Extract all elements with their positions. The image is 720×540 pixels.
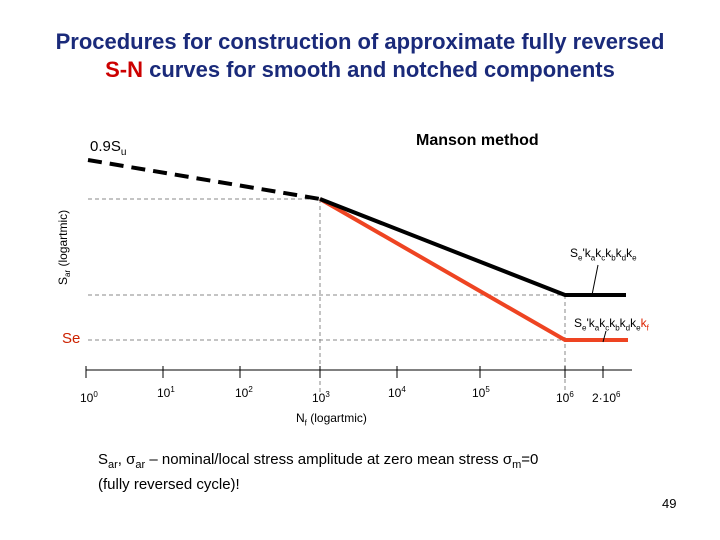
label-part: 'k: [582, 246, 591, 260]
label-part: k: [609, 316, 616, 330]
label-part: e: [636, 323, 641, 333]
x-tick-label: 105: [472, 385, 490, 400]
label-part: ,: [117, 451, 127, 468]
label-part: ar: [135, 459, 146, 471]
label-part: σ: [502, 451, 513, 468]
x-tick-label: 103: [312, 390, 330, 405]
x-tick-label: 100: [80, 390, 98, 405]
x-tick-label: 2·106: [592, 390, 621, 405]
x-tick-label: 104: [388, 385, 406, 400]
label-part: S: [98, 451, 109, 468]
notched-curve: [319, 197, 628, 342]
label-part: m: [512, 459, 522, 471]
label-part: S: [570, 246, 579, 260]
manson-method-label: Manson method: [416, 132, 539, 149]
label-part: k: [630, 316, 637, 330]
title-line-2: S-N curves for smooth and notched compon…: [0, 56, 720, 84]
x-tick-label: 101: [157, 385, 175, 400]
label-part: b: [611, 253, 616, 263]
x-axis-label: Nf (logartmic): [296, 411, 367, 427]
notched-label-leader: [602, 330, 607, 343]
endurance-limit-label: Se: [62, 330, 81, 347]
label-part: d: [621, 253, 627, 263]
smooth-label-leader: [591, 264, 599, 296]
label-part: k: [599, 316, 606, 330]
y-axis-label-sub: ar: [63, 270, 72, 277]
title-line-2-rest: curves for smooth and notched components: [143, 57, 615, 82]
low-cycle-dashed-segment: [87, 158, 321, 201]
y-axis-label-main: S: [56, 277, 70, 285]
y-axis-label: Sar (logartmic): [56, 210, 72, 285]
x-axis-ticks: [85, 366, 604, 378]
ultimate-strength-sub: u: [120, 147, 127, 158]
label-part: k: [595, 246, 602, 260]
title-line-1: Procedures for construction of approxima…: [55, 29, 665, 54]
title-sn-highlight: S-N: [105, 57, 144, 82]
label-part: f: [646, 323, 649, 333]
x-axis-label-sub: f: [304, 418, 307, 428]
label-part: k: [619, 316, 626, 330]
y-axis-label-rest: (logartmic): [56, 210, 70, 270]
guide-lines: [88, 198, 566, 395]
label-part: c: [601, 253, 606, 263]
label-part: S: [574, 316, 583, 330]
label-part: σ: [126, 451, 136, 468]
notched-curve-label: Se'kakckbkdkekf: [574, 316, 649, 332]
footnote: Sar, σar – nominal/local stress amplitud…: [98, 450, 538, 494]
slide-title: Procedures for construction of approxima…: [0, 28, 720, 84]
footnote-line-2: (fully reversed cycle)!: [98, 476, 240, 493]
ultimate-strength-main: 0.9S: [90, 138, 121, 155]
label-part: a: [590, 253, 596, 263]
label-part: ar: [108, 459, 118, 471]
ultimate-strength-label: 0.9Su: [90, 138, 126, 158]
label-part: d: [625, 323, 631, 333]
label-part: e: [578, 253, 583, 263]
smooth-curve: [319, 197, 626, 297]
label-part: k: [615, 246, 622, 260]
label-part: k: [605, 246, 612, 260]
label-part: k: [626, 246, 633, 260]
label-part: k: [640, 316, 647, 330]
x-tick-label: 102: [235, 385, 253, 400]
label-part: a: [594, 323, 600, 333]
label-part: e: [632, 253, 637, 263]
x-axis-label-main: N: [296, 411, 305, 425]
label-part: e: [582, 323, 587, 333]
x-tick-label: 106: [556, 390, 574, 405]
x-axis-label-rest: (logartmic): [306, 411, 367, 425]
smooth-curve-label: Se'kakckbkdke: [570, 246, 637, 262]
label-part: 'k: [586, 316, 595, 330]
label-part: b: [615, 323, 620, 333]
label-part: – nominal/local stress amplitude at zero…: [145, 451, 503, 468]
page-number: 49: [662, 496, 677, 511]
label-part: =0: [521, 451, 539, 468]
footnote-line-1: Sar, σar – nominal/local stress amplitud…: [98, 450, 538, 475]
label-part: c: [605, 323, 610, 333]
